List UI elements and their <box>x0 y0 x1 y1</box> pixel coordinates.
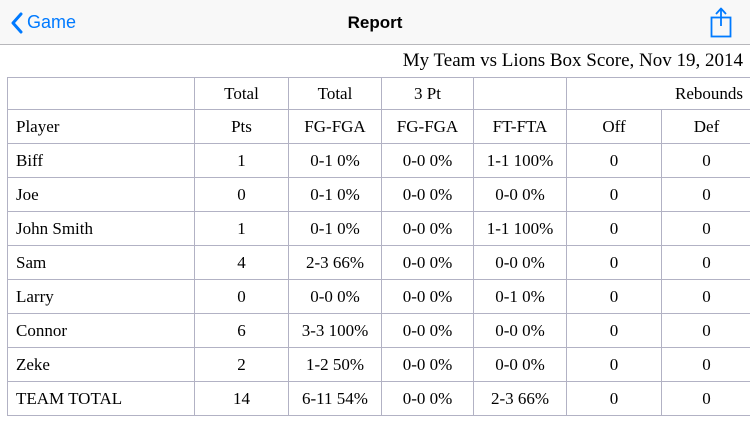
stat-cell: 0 <box>566 177 662 212</box>
stat-cell: 14 <box>194 381 289 416</box>
stat-cell: 0 <box>566 347 662 382</box>
stat-cell: 6 <box>194 313 289 348</box>
page-title: Report <box>347 12 403 32</box>
stat-cell: 0-1 0% <box>288 211 382 246</box>
column-header-def: Def <box>661 109 750 144</box>
stat-cell: 1-1 100% <box>473 211 567 246</box>
table-group-header-row: Total Total 3 Pt Rebounds <box>7 77 750 110</box>
stat-cell: 0 <box>661 347 750 382</box>
report-caption: My Team vs Lions Box Score, Nov 19, 2014 <box>402 50 743 71</box>
table-row: Zeke 2 1-2 50% 0-0 0% 0-0 0% 0 0 <box>7 347 750 382</box>
share-icon <box>708 6 734 40</box>
stat-cell: 1 <box>194 143 289 178</box>
table-row: John Smith 1 0-1 0% 0-0 0% 1-1 100% 0 0 <box>7 211 750 246</box>
stat-cell: 2-3 66% <box>288 245 382 280</box>
group-header-empty <box>7 77 195 110</box>
stat-cell: 0-0 0% <box>381 211 474 246</box>
stat-cell: 0 <box>661 211 750 246</box>
stat-cell: 0-0 0% <box>473 177 567 212</box>
stat-cell: 1 <box>194 211 289 246</box>
chevron-left-icon <box>10 12 23 34</box>
stat-cell: 2-3 66% <box>473 381 567 416</box>
stat-cell: 0-0 0% <box>473 245 567 280</box>
player-name-cell: Zeke <box>7 347 195 382</box>
share-button[interactable] <box>708 6 734 40</box>
player-name-cell: Biff <box>7 143 195 178</box>
stat-cell: 0 <box>566 381 662 416</box>
stat-cell: 0 <box>566 211 662 246</box>
box-score-table: Total Total 3 Pt Rebounds Player Pts FG-… <box>7 77 750 416</box>
stat-cell: 0-0 0% <box>381 279 474 314</box>
stat-cell: 1-1 100% <box>473 143 567 178</box>
stat-cell: 0 <box>661 279 750 314</box>
player-name-cell: Sam <box>7 245 195 280</box>
stat-cell: 0-0 0% <box>381 347 474 382</box>
navigation-bar: Game Report <box>0 0 750 45</box>
stat-cell: 0 <box>194 177 289 212</box>
stat-cell: 2 <box>194 347 289 382</box>
stat-cell: 0-1 0% <box>288 143 382 178</box>
table-row: Joe 0 0-1 0% 0-0 0% 0-0 0% 0 0 <box>7 177 750 212</box>
stat-cell: 6-11 54% <box>288 381 382 416</box>
group-header-ft <box>473 77 567 110</box>
stat-cell: 0 <box>661 381 750 416</box>
stat-cell: 0-0 0% <box>381 381 474 416</box>
stat-cell: 0 <box>661 313 750 348</box>
stat-cell: 4 <box>194 245 289 280</box>
column-header-pts: Pts <box>194 109 289 144</box>
column-header-ft-fta: FT-FTA <box>473 109 567 144</box>
player-name-cell: Larry <box>7 279 195 314</box>
back-button[interactable]: Game <box>10 0 76 45</box>
player-name-cell: TEAM TOTAL <box>7 381 195 416</box>
table-row: Sam 4 2-3 66% 0-0 0% 0-0 0% 0 0 <box>7 245 750 280</box>
table-row: Connor 6 3-3 100% 0-0 0% 0-0 0% 0 0 <box>7 313 750 348</box>
stat-cell: 0-0 0% <box>473 313 567 348</box>
stat-cell: 1-2 50% <box>288 347 382 382</box>
stat-cell: 0 <box>661 177 750 212</box>
player-name-cell: Joe <box>7 177 195 212</box>
table-row: Larry 0 0-0 0% 0-0 0% 0-1 0% 0 0 <box>7 279 750 314</box>
column-header-3pt-fg-fga: FG-FGA <box>381 109 474 144</box>
stat-cell: 0-0 0% <box>473 347 567 382</box>
stat-cell: 0 <box>194 279 289 314</box>
stat-cell: 0 <box>566 245 662 280</box>
group-header-3pt: 3 Pt <box>381 77 474 110</box>
stat-cell: 3-3 100% <box>288 313 382 348</box>
player-name-cell: Connor <box>7 313 195 348</box>
stat-cell: 0 <box>566 143 662 178</box>
group-header-total-fg: Total <box>288 77 382 110</box>
stat-cell: 0-0 0% <box>381 143 474 178</box>
table-column-header-row: Player Pts FG-FGA FG-FGA FT-FTA Off Def <box>7 109 750 144</box>
column-header-off: Off <box>566 109 662 144</box>
stat-cell: 0-1 0% <box>473 279 567 314</box>
stat-cell: 0-0 0% <box>381 313 474 348</box>
group-header-total-pts: Total <box>194 77 289 110</box>
stat-cell: 0-1 0% <box>288 177 382 212</box>
column-header-fg-fga: FG-FGA <box>288 109 382 144</box>
stat-cell: 0 <box>566 279 662 314</box>
column-header-player: Player <box>7 109 195 144</box>
stat-cell: 0-0 0% <box>381 245 474 280</box>
stat-cell: 0-0 0% <box>288 279 382 314</box>
stat-cell: 0 <box>566 313 662 348</box>
stat-cell: 0 <box>661 245 750 280</box>
table-row: Biff 1 0-1 0% 0-0 0% 1-1 100% 0 0 <box>7 143 750 178</box>
stat-cell: 0-0 0% <box>381 177 474 212</box>
player-name-cell: John Smith <box>7 211 195 246</box>
back-button-label: Game <box>27 12 77 32</box>
stat-cell: 0 <box>661 143 750 178</box>
group-header-rebounds: Rebounds <box>566 77 750 110</box>
table-row: TEAM TOTAL 14 6-11 54% 0-0 0% 2-3 66% 0 0 <box>7 381 750 416</box>
